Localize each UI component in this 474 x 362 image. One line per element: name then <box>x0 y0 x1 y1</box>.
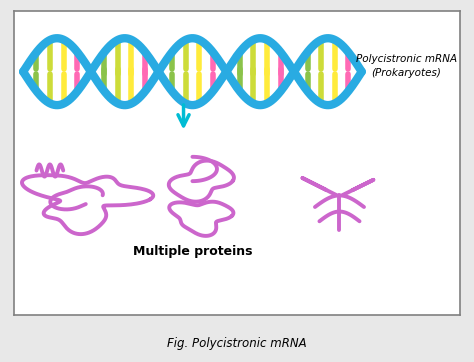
Text: Polycistronic mRNA
(Prokaryotes): Polycistronic mRNA (Prokaryotes) <box>356 54 457 77</box>
Text: Fig. Polycistronic mRNA: Fig. Polycistronic mRNA <box>167 337 307 350</box>
Text: Multiple proteins: Multiple proteins <box>133 245 252 258</box>
